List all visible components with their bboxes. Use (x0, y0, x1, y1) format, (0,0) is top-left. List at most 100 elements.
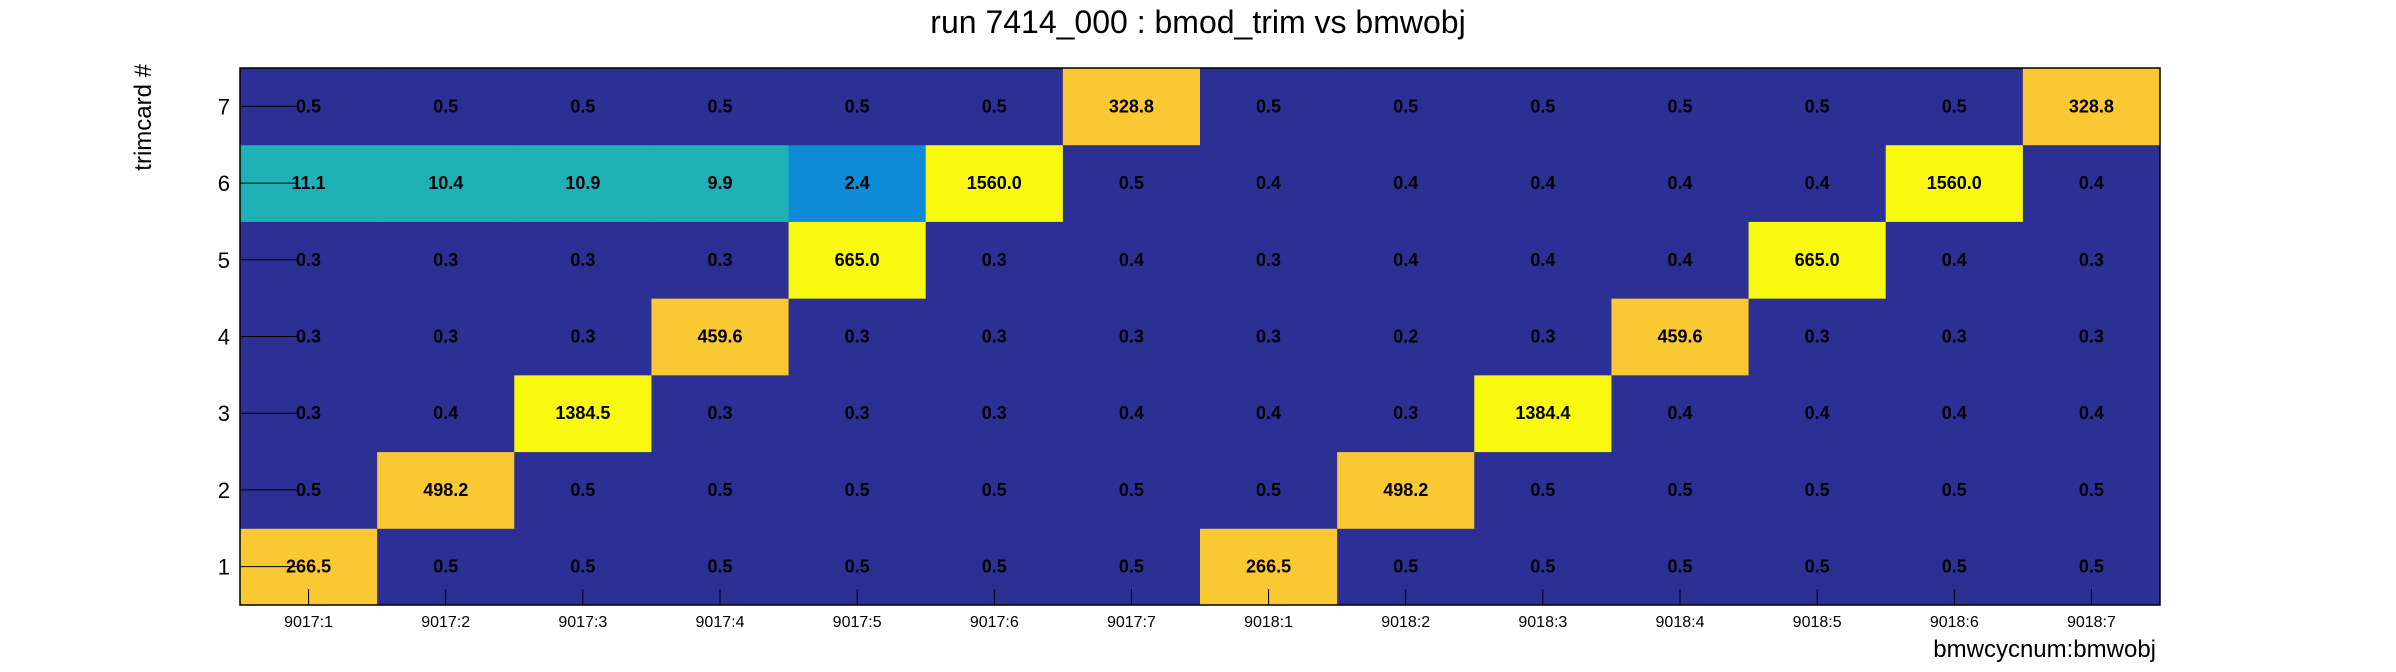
heatmap-cell (1611, 374, 1750, 453)
heatmap-cell (925, 144, 1064, 222)
heatmap-cell (1885, 221, 2024, 299)
heatmap-cell (1885, 374, 2024, 453)
heatmap-cell (651, 68, 790, 146)
cell-value-label: 266.5 (286, 557, 331, 577)
heatmap-cell (1474, 144, 1612, 222)
heatmap-cell (788, 68, 927, 146)
cell-value-label: 0.5 (707, 557, 732, 577)
heatmap-cell (925, 298, 1064, 376)
heatmap-cell (1474, 374, 1612, 453)
cell-value-label: 0.5 (570, 480, 595, 500)
cell-value-label: 1384.5 (555, 403, 610, 423)
cell-value-label: 0.3 (296, 327, 321, 347)
heatmap-cell (1611, 68, 1750, 146)
cell-value-label: 0.3 (707, 403, 732, 423)
x-tick-label: 9018:1 (1244, 614, 1293, 631)
y-tick-label: 5 (218, 248, 230, 273)
cell-value-label: 0.5 (1530, 480, 1555, 500)
cell-value-label: 665.0 (1795, 250, 1840, 270)
heatmap-cell (1474, 451, 1612, 529)
heatmap-cell (1062, 68, 1201, 146)
heatmap-cell (1337, 374, 1475, 453)
y-tick-label: 7 (218, 94, 230, 119)
cell-value-label: 0.5 (1393, 557, 1418, 577)
cell-value-label: 0.5 (1942, 96, 1967, 116)
heatmap-cell (1885, 144, 2024, 222)
x-tick-label: 9017:3 (558, 614, 607, 631)
heatmap-cell (1885, 451, 2024, 529)
heatmap-cell (1748, 68, 1887, 146)
cell-value-label: 0.4 (1119, 403, 1144, 423)
cell-value-label: 0.5 (570, 96, 595, 116)
heatmap-cell (651, 298, 790, 376)
cell-value-label: 0.3 (296, 250, 321, 270)
cell-value-label: 0.3 (1530, 327, 1555, 347)
cell-value-label: 1560.0 (1927, 173, 1982, 193)
heatmap-cell (1474, 221, 1612, 299)
cell-value-label: 0.4 (1667, 403, 1692, 423)
cell-value-label: 0.5 (982, 480, 1007, 500)
cell-value-label: 10.9 (565, 173, 600, 193)
y-tick-label: 1 (218, 555, 230, 580)
cell-value-label: 0.3 (982, 250, 1007, 270)
heatmap-cell (377, 221, 515, 299)
cell-value-label: 0.3 (707, 250, 732, 270)
cell-value-label: 0.3 (1256, 250, 1281, 270)
cell-value-label: 0.5 (1805, 480, 1830, 500)
cell-value-label: 0.3 (433, 327, 458, 347)
cell-value-label: 0.4 (1667, 173, 1692, 193)
heatmap-cell (651, 374, 790, 453)
cell-value-label: 0.4 (2079, 173, 2104, 193)
heatmap-cell (377, 298, 515, 376)
cell-value-label: 0.5 (1119, 480, 1144, 500)
heatmap-cell (1748, 451, 1887, 529)
cell-value-label: 0.3 (1256, 327, 1281, 347)
heatmap-cell (1200, 374, 1338, 453)
cell-value-label: 0.3 (296, 403, 321, 423)
heatmap-cell (1337, 68, 1475, 146)
cell-value-label: 0.3 (570, 250, 595, 270)
cell-value-label: 0.5 (1530, 557, 1555, 577)
x-tick-label: 9018:6 (1930, 614, 1979, 631)
heatmap-cell (1200, 451, 1338, 529)
heatmap-cell (1611, 144, 1750, 222)
heatmap-cell (1474, 68, 1612, 146)
x-tick-label: 9018:2 (1381, 614, 1430, 631)
heatmap-cell (788, 221, 927, 299)
cell-value-label: 0.5 (296, 96, 321, 116)
cell-value-label: 0.4 (2079, 403, 2104, 423)
x-axis-ticks: 9017:1 9017:2 9017:3 9017:4 9017:5 9017:6 9017… (284, 589, 2116, 631)
heatmap-cell (1062, 374, 1201, 453)
heatmap-cell (1748, 144, 1887, 222)
heatmap-cell (1611, 298, 1750, 376)
heatmap-cell (514, 221, 652, 299)
cell-value-label: 328.8 (2069, 96, 2114, 116)
cell-value-label: 0.5 (845, 480, 870, 500)
cell-value-label: 0.5 (1805, 557, 1830, 577)
cell-value-label: 0.4 (1942, 250, 1967, 270)
cell-value-label: 0.5 (1530, 96, 1555, 116)
cell-value-label: 0.4 (1805, 173, 1830, 193)
x-tick-label: 9017:6 (970, 614, 1019, 631)
cell-value-label: 0.4 (1393, 173, 1418, 193)
cell-value-label: 0.5 (1256, 96, 1281, 116)
cell-value-label: 0.4 (1667, 250, 1692, 270)
heatmap-cell (788, 374, 927, 453)
cell-value-label: 0.4 (1530, 173, 1555, 193)
heatmap-cell (2022, 221, 2161, 299)
cell-value-label: 0.3 (2079, 327, 2104, 347)
heatmap-cell (925, 374, 1064, 453)
cell-value-label: 0.3 (982, 327, 1007, 347)
cell-value-label: 0.5 (707, 480, 732, 500)
cell-value-label: 0.5 (296, 480, 321, 500)
cell-value-label: 328.8 (1109, 96, 1154, 116)
cell-value-label: 0.3 (845, 403, 870, 423)
heatmap-cell (1885, 298, 2024, 376)
y-tick-label: 6 (218, 171, 230, 196)
heatmap-cell (788, 144, 927, 222)
heatmap-cell (1337, 144, 1475, 222)
heatmap-cell (1200, 68, 1338, 146)
x-tick-label: 9018:7 (2067, 614, 2116, 631)
cell-value-label: 0.3 (982, 403, 1007, 423)
